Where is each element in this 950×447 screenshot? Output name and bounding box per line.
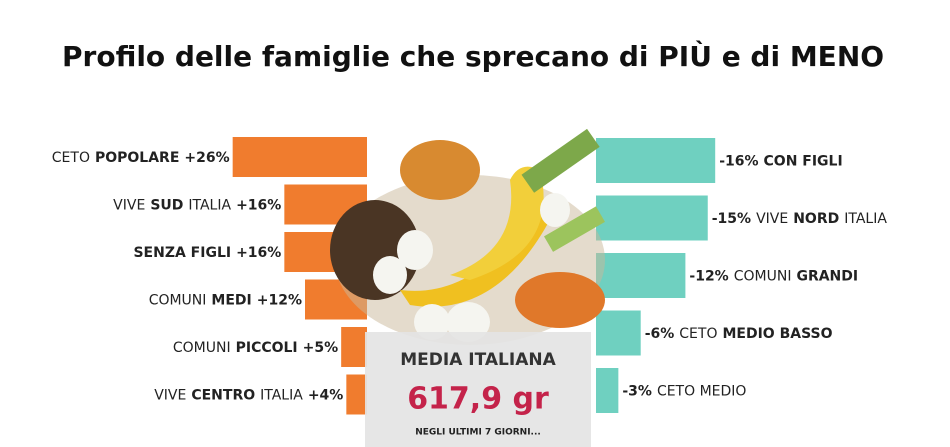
bar-label: -16% CON FIGLI [719,154,843,170]
category-label: MEDI [211,293,251,309]
category-label: COMUNI [149,293,207,309]
bar [341,327,367,367]
bar-label: CETO POPOLARE +26% [52,150,230,166]
bar [596,253,686,298]
bar [596,195,708,241]
bar-label: COMUNI MEDI +12% [149,293,302,309]
category-label: VIVE [113,198,145,214]
category-label: COMUNI [734,269,792,285]
center-note: NEGLI ULTIMI 7 GIORNI... [415,428,541,438]
category-label: POPOLARE [95,150,179,166]
category-label: CON FIGLI [764,154,843,170]
category-label: CETO [52,150,90,166]
category-label: SUD [150,198,183,214]
bar-label: VIVE SUD ITALIA +16% [113,198,281,214]
category-label: COMUNI [173,340,231,356]
value-label: -3% [622,384,652,400]
value-label: +4% [308,388,344,404]
value-label: +5% [303,340,339,356]
category-label: ITALIA [844,211,887,227]
bar [596,138,716,183]
center-panel [365,332,591,447]
food-image [330,128,605,345]
bar-label: -6% CETO MEDIO BASSO [645,326,833,342]
category-label: ITALIA [260,388,303,404]
value-label: -15% [712,211,751,227]
center-value: 617,9 gr [407,382,549,417]
category-label: VIVE [154,388,186,404]
category-label: NORD [793,211,839,227]
category-label: PICCOLI [236,340,298,356]
category-label: SENZA FIGLI [133,245,231,261]
category-label: CENTRO [191,388,255,404]
bars: CETO POPOLARE +26%VIVE SUD ITALIA +16%SENZA F… [52,137,888,415]
bar [232,137,367,177]
bar-label: VIVE CENTRO ITALIA +4% [154,388,343,404]
value-label: -6% [645,326,675,342]
center-label: MEDIA ITALIANA [400,350,556,370]
category-label: CETO MEDIO [657,384,747,400]
bar-label: -15% VIVE NORD ITALIA [712,211,888,227]
category-label: VIVE [756,211,788,227]
bar [596,310,641,356]
value-label: -12% [689,269,728,285]
category-label: CETO [679,326,717,342]
bar-label: -12% COMUNI GRANDI [689,269,858,285]
bar-label: COMUNI PICCOLI +5% [173,340,338,356]
category-label: GRANDI [796,269,858,285]
category-label: ITALIA [188,198,231,214]
value-label: +16% [236,198,281,214]
value-label: +12% [257,293,302,309]
center-box: MEDIA ITALIANA 617,9 gr NEGLI ULTIMI 7 G… [365,332,591,447]
chart-title: Profilo delle famiglie che sprecano di P… [62,39,884,73]
bar-label: SENZA FIGLI +16% [133,245,281,261]
bar [346,374,367,415]
value-label: +26% [184,150,229,166]
value-label: +16% [236,245,281,261]
bar [596,368,619,413]
category-label: MEDIO BASSO [722,326,832,342]
value-label: -16% [719,154,758,170]
bar-label: -3% CETO MEDIO [622,384,746,400]
